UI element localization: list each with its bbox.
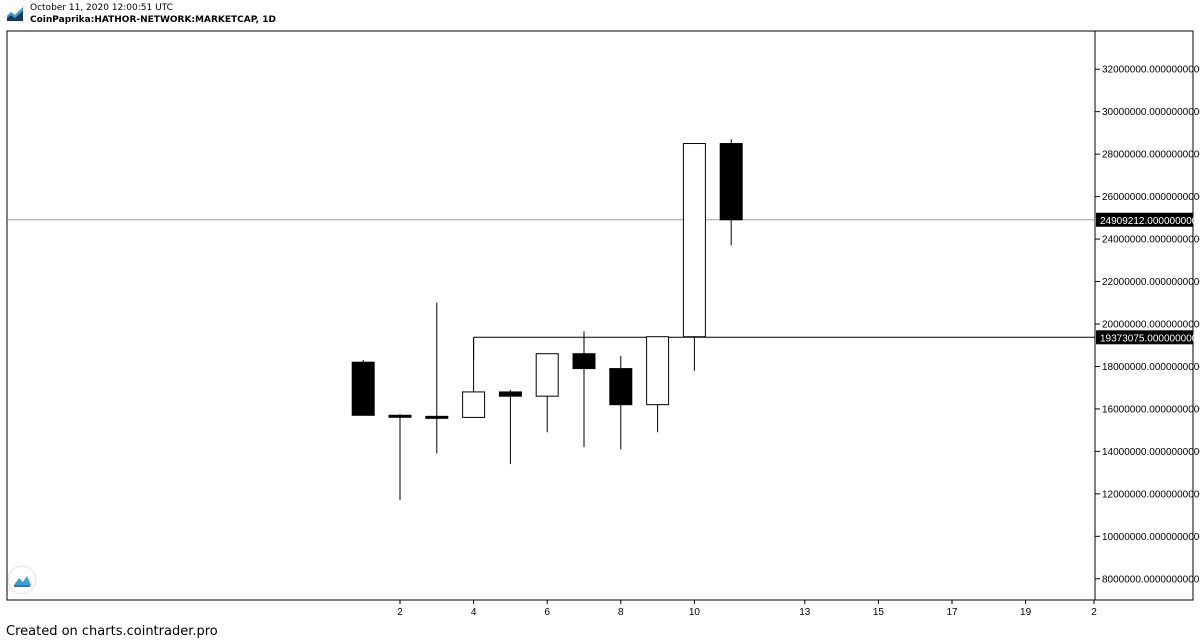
y-tick-label: 8000000.0000000000 xyxy=(1102,574,1200,585)
y-tick-label: 20000000.0000000000 xyxy=(1102,319,1200,330)
y-tick-label: 30000000.0000000000 xyxy=(1102,107,1200,118)
level-label: 19373075.0000000000 xyxy=(1096,330,1200,345)
y-tick-label: 24000000.0000000000 xyxy=(1102,235,1200,246)
level-label-text: 19373075.0000000000 xyxy=(1100,333,1200,344)
candle-body xyxy=(462,391,486,418)
candle-body xyxy=(351,361,375,416)
price-label: 24909212.0000000000 xyxy=(1096,212,1200,227)
candle-body xyxy=(609,368,633,406)
plot-area-border xyxy=(6,30,1096,601)
x-tick-label: 13 xyxy=(799,607,811,618)
x-tick-label: 8 xyxy=(618,607,624,618)
chart-symbol: CoinPaprika:HATHOR-NETWORK:MARKETCAP, 1D xyxy=(30,15,276,25)
candle-body xyxy=(572,353,596,370)
x-tick-label: 6 xyxy=(544,607,550,618)
x-tick-label: 19 xyxy=(1020,607,1032,618)
y-tick-label: 16000000.0000000000 xyxy=(1102,404,1200,415)
x-tick-label: 4 xyxy=(471,607,477,618)
candle-body xyxy=(682,143,706,338)
candle-body xyxy=(719,143,743,221)
cointrader-watermark-icon[interactable] xyxy=(9,567,35,593)
y-tick-label: 12000000.0000000000 xyxy=(1102,489,1200,500)
candlestick-chart[interactable]: 8000000.0000000000 10000000.0000000000 120… xyxy=(0,0,1200,624)
cointrader-logo-icon xyxy=(7,7,23,21)
price-scale-border xyxy=(1094,30,1194,601)
candle-body xyxy=(535,353,559,397)
price-label-text: 24909212.0000000000 xyxy=(1100,216,1200,227)
y-tick-label: 10000000.0000000000 xyxy=(1102,532,1200,543)
level-label-bg xyxy=(1096,330,1193,345)
y-tick-label: 22000000.0000000000 xyxy=(1102,277,1200,288)
y-tick-label: 14000000.0000000000 xyxy=(1102,447,1200,458)
x-tick-label: 17 xyxy=(946,607,958,618)
chart-timestamp: October 11, 2020 12:00:51 UTC xyxy=(30,3,173,13)
x-tick-label: 15 xyxy=(873,607,885,618)
y-tick-label: 18000000.0000000000 xyxy=(1102,362,1200,373)
y-tick-label: 28000000.0000000000 xyxy=(1102,150,1200,161)
price-label-bg xyxy=(1096,212,1193,227)
footer-credit: Created on charts.cointrader.pro xyxy=(6,624,218,639)
x-tick-label: 10 xyxy=(689,607,701,618)
candle-body xyxy=(646,336,670,406)
x-tick-label: 2 xyxy=(1091,607,1097,618)
y-tick-label: 26000000.0000000000 xyxy=(1102,192,1200,203)
candle-body xyxy=(388,414,412,418)
y-tick-label: 32000000.0000000000 xyxy=(1102,65,1200,76)
candle-body xyxy=(498,391,522,397)
x-tick-label: 2 xyxy=(397,607,403,618)
candle-body xyxy=(425,415,449,419)
